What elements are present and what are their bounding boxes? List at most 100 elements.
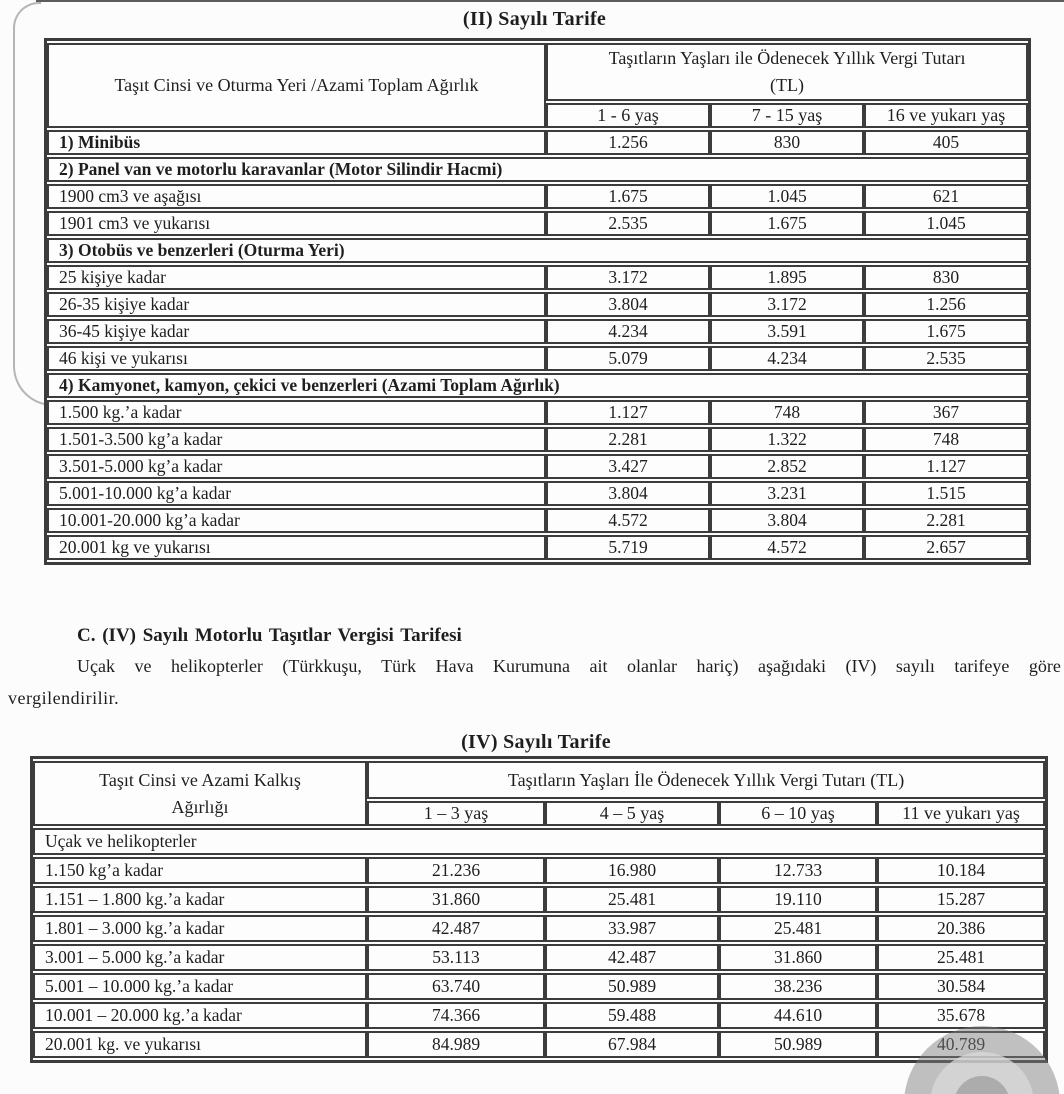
card-left-edge xyxy=(13,28,15,366)
section-label: 4) Kamyonet, kamyon, çekici ve benzerler… xyxy=(47,373,1029,398)
age-col-4-5: 4 – 5 yaş xyxy=(545,801,719,826)
value-cell: 3.172 xyxy=(546,265,710,290)
age-col-16plus: 16 ve yukarı yaş xyxy=(864,103,1029,128)
value-cell: 33.987 xyxy=(545,915,719,942)
value-cell: 3.231 xyxy=(710,481,864,506)
row-label: 1.801 – 3.000 kg.’a kadar xyxy=(33,915,367,942)
value-cell: 50.989 xyxy=(719,1031,877,1058)
value-cell: 1.127 xyxy=(546,400,710,425)
row-label: 46 kişi ve yukarısı xyxy=(47,346,546,371)
value-cell: 35.678 xyxy=(877,1002,1046,1029)
value-cell: 2.852 xyxy=(710,454,864,479)
value-cell: 3.591 xyxy=(710,319,864,344)
table-iv-title: (IV) Sayılı Tarife xyxy=(461,731,611,753)
table-header-row: Taşıt Cinsi ve Oturma Yeri /Azami Toplam… xyxy=(47,43,1029,128)
row-label: 1900 cm3 ve aşağısı xyxy=(47,184,546,209)
section-label: 2) Panel van ve motorlu karavanlar (Moto… xyxy=(47,157,1029,182)
value-cell: 1.675 xyxy=(546,184,710,209)
value-cell: 4.572 xyxy=(546,508,710,533)
table-row: 26-35 kişiye kadar 3.804 3.172 1.256 xyxy=(47,292,1029,317)
card-top-edge xyxy=(36,0,1064,2)
value-cell: 405 xyxy=(864,130,1029,155)
row-label: 3.501-5.000 kg’a kadar xyxy=(47,454,546,479)
table-subheader-row: 1 - 6 yaş 7 - 15 yaş 16 ve yukarı yaş xyxy=(47,103,1029,128)
value-cell: 42.487 xyxy=(367,915,545,942)
section-row: 3) Otobüs ve benzerleri (Oturma Yeri) xyxy=(47,238,1029,263)
value-cell: 830 xyxy=(710,130,864,155)
table-header-row: Taşıt Cinsi ve Azami Kalkış Ağırlığı Taş… xyxy=(33,761,1046,826)
value-cell: 59.488 xyxy=(545,1002,719,1029)
value-cell: 5.079 xyxy=(546,346,710,371)
table-row: 46 kişi ve yukarısı 5.079 4.234 2.535 xyxy=(47,346,1029,371)
value-cell: 3.804 xyxy=(546,481,710,506)
value-cell: 30.584 xyxy=(877,973,1046,1000)
value-cell: 31.860 xyxy=(719,944,877,971)
row-label: 5.001 – 10.000 kg.’a kadar xyxy=(33,973,367,1000)
value-cell: 4.234 xyxy=(546,319,710,344)
value-cell: 748 xyxy=(864,427,1029,452)
table-ii: Taşıt Cinsi ve Oturma Yeri /Azami Toplam… xyxy=(44,38,1032,565)
table-row: 1.500 kg.’a kadar 1.127 748 367 xyxy=(47,400,1029,425)
span-row: Uçak ve helikopterler xyxy=(33,828,1046,855)
table-row: 10.001 – 20.000 kg.’a kadar 74.366 59.48… xyxy=(33,1002,1046,1029)
age-col-7-15: 7 - 15 yaş xyxy=(710,103,864,128)
value-cell: 53.113 xyxy=(367,944,545,971)
table-row: 1901 cm3 ve yukarısı 2.535 1.675 1.045 xyxy=(47,211,1029,236)
table-row: 1.801 – 3.000 kg.’a kadar 42.487 33.987 … xyxy=(33,915,1046,942)
row-label: 20.001 kg ve yukarısı xyxy=(47,535,546,560)
table-ii-title: (II) Sayılı Tarife xyxy=(462,8,607,30)
value-cell: 16.980 xyxy=(545,857,719,884)
value-cell: 4.234 xyxy=(710,346,864,371)
section-row: 4) Kamyonet, kamyon, çekici ve benzerler… xyxy=(47,373,1029,398)
table-row: 10.001-20.000 kg’a kadar 4.572 3.804 2.2… xyxy=(47,508,1029,533)
table-row: 1.150 kg’a kadar 21.236 16.980 12.733 10… xyxy=(33,857,1046,884)
value-cell: 74.366 xyxy=(367,1002,545,1029)
value-cell: 2.535 xyxy=(546,211,710,236)
value-cell: 3.427 xyxy=(546,454,710,479)
column-header-vehicle-type: Taşıt Cinsi ve Azami Kalkış Ağırlığı xyxy=(33,761,367,826)
row-label: 36-45 kişiye kadar xyxy=(47,319,546,344)
table-row: 20.001 kg ve yukarısı 5.719 4.572 2.657 xyxy=(47,535,1029,560)
ages-header-line2: (TL) xyxy=(770,75,804,95)
value-cell: 5.719 xyxy=(546,535,710,560)
table-row: 3.001 – 5.000 kg.’a kadar 53.113 42.487 … xyxy=(33,944,1046,971)
column-header-tax-by-age: Taşıtların Yaşları ile Ödenecek Yıllık V… xyxy=(546,43,1029,101)
card-rounded-corner-top xyxy=(13,2,41,30)
value-cell: 830 xyxy=(864,265,1029,290)
row-label: 1.151 – 1.800 kg.’a kadar xyxy=(33,886,367,913)
section-row: 2) Panel van ve motorlu karavanlar (Moto… xyxy=(47,157,1029,182)
value-cell: 3.172 xyxy=(710,292,864,317)
age-col-11plus: 11 ve yukarı yaş xyxy=(877,801,1046,826)
row-label: 26-35 kişiye kadar xyxy=(47,292,546,317)
row-label: 20.001 kg. ve yukarısı xyxy=(33,1031,367,1058)
table-subheader-row: 1 – 3 yaş 4 – 5 yaş 6 – 10 yaş 11 ve yuk… xyxy=(33,801,1046,826)
value-cell: 50.989 xyxy=(545,973,719,1000)
value-cell: 25.481 xyxy=(877,944,1046,971)
table-row: 3.501-5.000 kg’a kadar 3.427 2.852 1.127 xyxy=(47,454,1029,479)
vehicle-header-line2: Ağırlığı xyxy=(171,796,229,817)
value-cell: 1.675 xyxy=(864,319,1029,344)
value-cell: 1.322 xyxy=(710,427,864,452)
value-cell: 621 xyxy=(864,184,1029,209)
table-row: 20.001 kg. ve yukarısı 84.989 67.984 50.… xyxy=(33,1031,1046,1058)
value-cell: 10.184 xyxy=(877,857,1046,884)
ages-header-line1: Taşıtların Yaşları ile Ödenecek Yıllık V… xyxy=(608,48,966,68)
table-row: 36-45 kişiye kadar 4.234 3.591 1.675 xyxy=(47,319,1029,344)
row-label: 1.150 kg’a kadar xyxy=(33,857,367,884)
value-cell: 3.804 xyxy=(546,292,710,317)
section-c-body-line2: vergilendirilir. xyxy=(8,688,120,708)
row-label: 1) Minibüs xyxy=(47,130,546,155)
value-cell: 367 xyxy=(864,400,1029,425)
vehicle-header-line1: Taşıt Cinsi ve Azami Kalkış xyxy=(99,770,301,791)
value-cell: 42.487 xyxy=(545,944,719,971)
table-row: 1.501-3.500 kg’a kadar 2.281 1.322 748 xyxy=(47,427,1029,452)
value-cell: 1.045 xyxy=(864,211,1029,236)
column-header-tax-by-age: Taşıtların Yaşları İle Ödenecek Yıllık V… xyxy=(367,761,1046,799)
value-cell: 1.895 xyxy=(710,265,864,290)
table-row: 5.001 – 10.000 kg.’a kadar 63.740 50.989… xyxy=(33,973,1046,1000)
value-cell: 38.236 xyxy=(719,973,877,1000)
age-col-1-3: 1 – 3 yaş xyxy=(367,801,545,826)
value-cell: 15.287 xyxy=(877,886,1046,913)
row-label: 10.001 – 20.000 kg.’a kadar xyxy=(33,1002,367,1029)
value-cell: 44.610 xyxy=(719,1002,877,1029)
